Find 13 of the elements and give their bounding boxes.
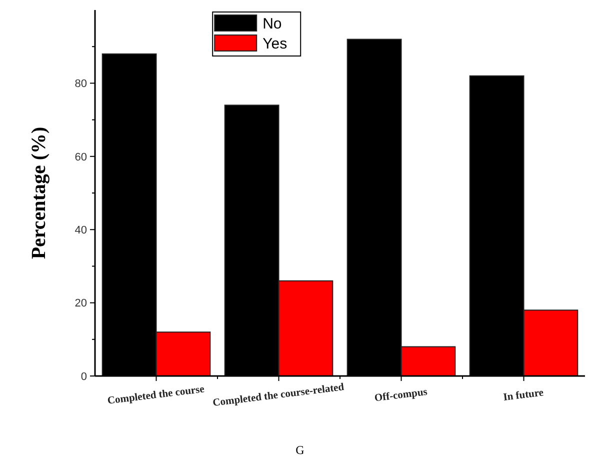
x-tick-label: Completed the course [106, 384, 206, 407]
x-tick-label: Completed the course-related [212, 382, 345, 410]
legend-label: Yes [262, 35, 288, 52]
y-tick-label: 60 [74, 151, 87, 164]
x-tick-label: Off-compus [374, 386, 428, 404]
y-axis-title: Percentage (%) [28, 126, 50, 260]
y-tick-label: 40 [74, 224, 87, 236]
y-tick-label: 20 [74, 298, 87, 310]
x-axis-title: G [296, 443, 305, 457]
y-tick-label: 80 [74, 78, 87, 90]
x-tick-label: In future [502, 388, 544, 404]
y-tick-label: 0 [80, 370, 87, 383]
legend-label: No [262, 15, 282, 32]
